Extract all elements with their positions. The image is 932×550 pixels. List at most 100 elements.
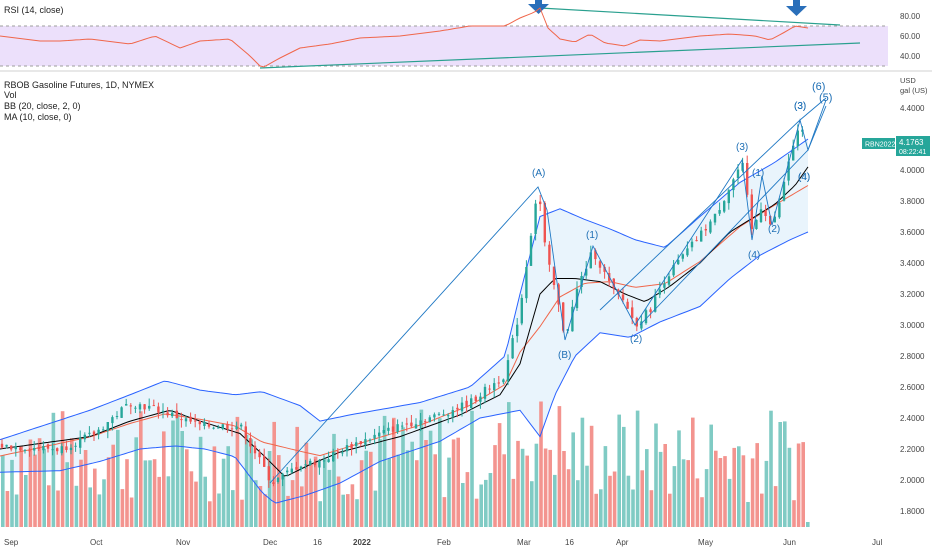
volume-bar [355, 499, 359, 527]
price-bar-body [580, 276, 583, 287]
price-bar-body [258, 452, 261, 458]
wave-line [599, 119, 801, 311]
wave-label: (1) [752, 168, 764, 179]
volume-bar [392, 417, 396, 527]
time-tick-label: Sep [4, 538, 19, 547]
volume-bar [677, 430, 681, 527]
wave-label: (3) [794, 101, 806, 112]
price-bar-body [796, 130, 799, 147]
volume-bar [318, 501, 322, 527]
price-tick-label: 3.6000 [900, 228, 925, 237]
price-bar-body [525, 267, 528, 299]
wave-label: (6) [812, 81, 825, 93]
price-bar-body [322, 460, 326, 462]
price-bar-body [46, 444, 50, 449]
volume-bar [668, 493, 672, 527]
price-bar-body [736, 169, 740, 179]
volume-bar [727, 478, 732, 527]
volume-bar [451, 439, 456, 527]
volume-bar [447, 457, 451, 527]
volume-bar [51, 412, 56, 527]
price-bar-body [226, 423, 229, 429]
volume-bar [254, 480, 258, 527]
price-bar-body [718, 210, 721, 214]
wave-label: (4) [748, 250, 760, 261]
price-bar-body [649, 309, 652, 313]
volume-bar [723, 456, 727, 527]
volume-bar [433, 454, 437, 527]
price-bar-body [235, 426, 238, 429]
volume-bar [171, 420, 175, 527]
wave-label: (4) [798, 172, 810, 183]
volume-bar [456, 437, 460, 527]
price-bar-body [414, 424, 418, 429]
volume-bar [488, 473, 493, 527]
volume-bar [442, 497, 447, 527]
price-bar-body [341, 452, 344, 454]
price-bar-body [658, 289, 661, 295]
price-bar-body [166, 412, 169, 416]
volume-bar [185, 449, 189, 527]
price-tick-label: 3.2000 [900, 290, 925, 299]
price-bar-body [690, 241, 694, 248]
volume-bar [419, 409, 424, 527]
time-tick-label: Mar [517, 538, 531, 547]
price-bar-body [33, 448, 36, 451]
volume-bar [617, 414, 621, 527]
price-bar-body [304, 464, 307, 466]
volume-bar [778, 422, 782, 527]
price-bar-body [585, 268, 588, 276]
price-bar-body [387, 427, 390, 431]
price-bar-body [230, 428, 234, 430]
volume-bar [672, 466, 677, 527]
price-bar-body [750, 194, 753, 230]
price-bar-body [410, 422, 413, 427]
price-tick-label: 2.0000 [900, 476, 925, 485]
volume-bar [240, 499, 244, 527]
price-bar-body [792, 145, 795, 161]
volume-bar [792, 500, 796, 527]
price-bar-body [299, 466, 303, 470]
price-tick-label: 3.8000 [900, 197, 925, 206]
volume-bar [157, 476, 161, 527]
volume-bar [14, 494, 19, 527]
price-bar-body [180, 419, 183, 421]
price-bar-body [447, 415, 450, 417]
time-tick-label: Nov [176, 538, 190, 547]
volume-bar [208, 501, 212, 527]
price-bar-body [709, 221, 712, 233]
price-bar-body [51, 449, 54, 451]
price-bar-body [419, 420, 422, 426]
rsi-label: RSI (14, close) [4, 5, 64, 15]
price-bar-body [502, 379, 505, 383]
price-bar-body [240, 424, 243, 427]
volume-bar [741, 455, 746, 527]
volume-bar [603, 446, 608, 527]
volume-bar [415, 460, 419, 527]
volume-bar [783, 421, 787, 527]
volume-bar [796, 443, 801, 527]
price-bar-body [631, 307, 634, 318]
price-bar-body [405, 423, 408, 425]
price-bar-body [157, 406, 160, 413]
time-tick-label: Dec [263, 538, 277, 547]
volume-bar [74, 485, 79, 527]
price-bar-body [433, 414, 436, 418]
price-bar-body [129, 405, 132, 407]
price-bar-body [309, 460, 312, 465]
price-bar-body [759, 209, 763, 222]
volume-bar [732, 447, 736, 527]
price-bar-body [92, 431, 96, 435]
price-bar-body [442, 414, 445, 416]
price-bar-body [88, 432, 91, 434]
volume-bar [272, 421, 276, 527]
volume-bar [24, 475, 28, 527]
volume-bar [438, 418, 442, 527]
rsi-tick: 80.00 [900, 12, 921, 21]
volume-bar [396, 454, 401, 527]
price-bar-body [42, 446, 45, 451]
volume-bar [244, 434, 249, 527]
volume-bar [373, 490, 378, 527]
wave-label: (B) [558, 350, 571, 361]
